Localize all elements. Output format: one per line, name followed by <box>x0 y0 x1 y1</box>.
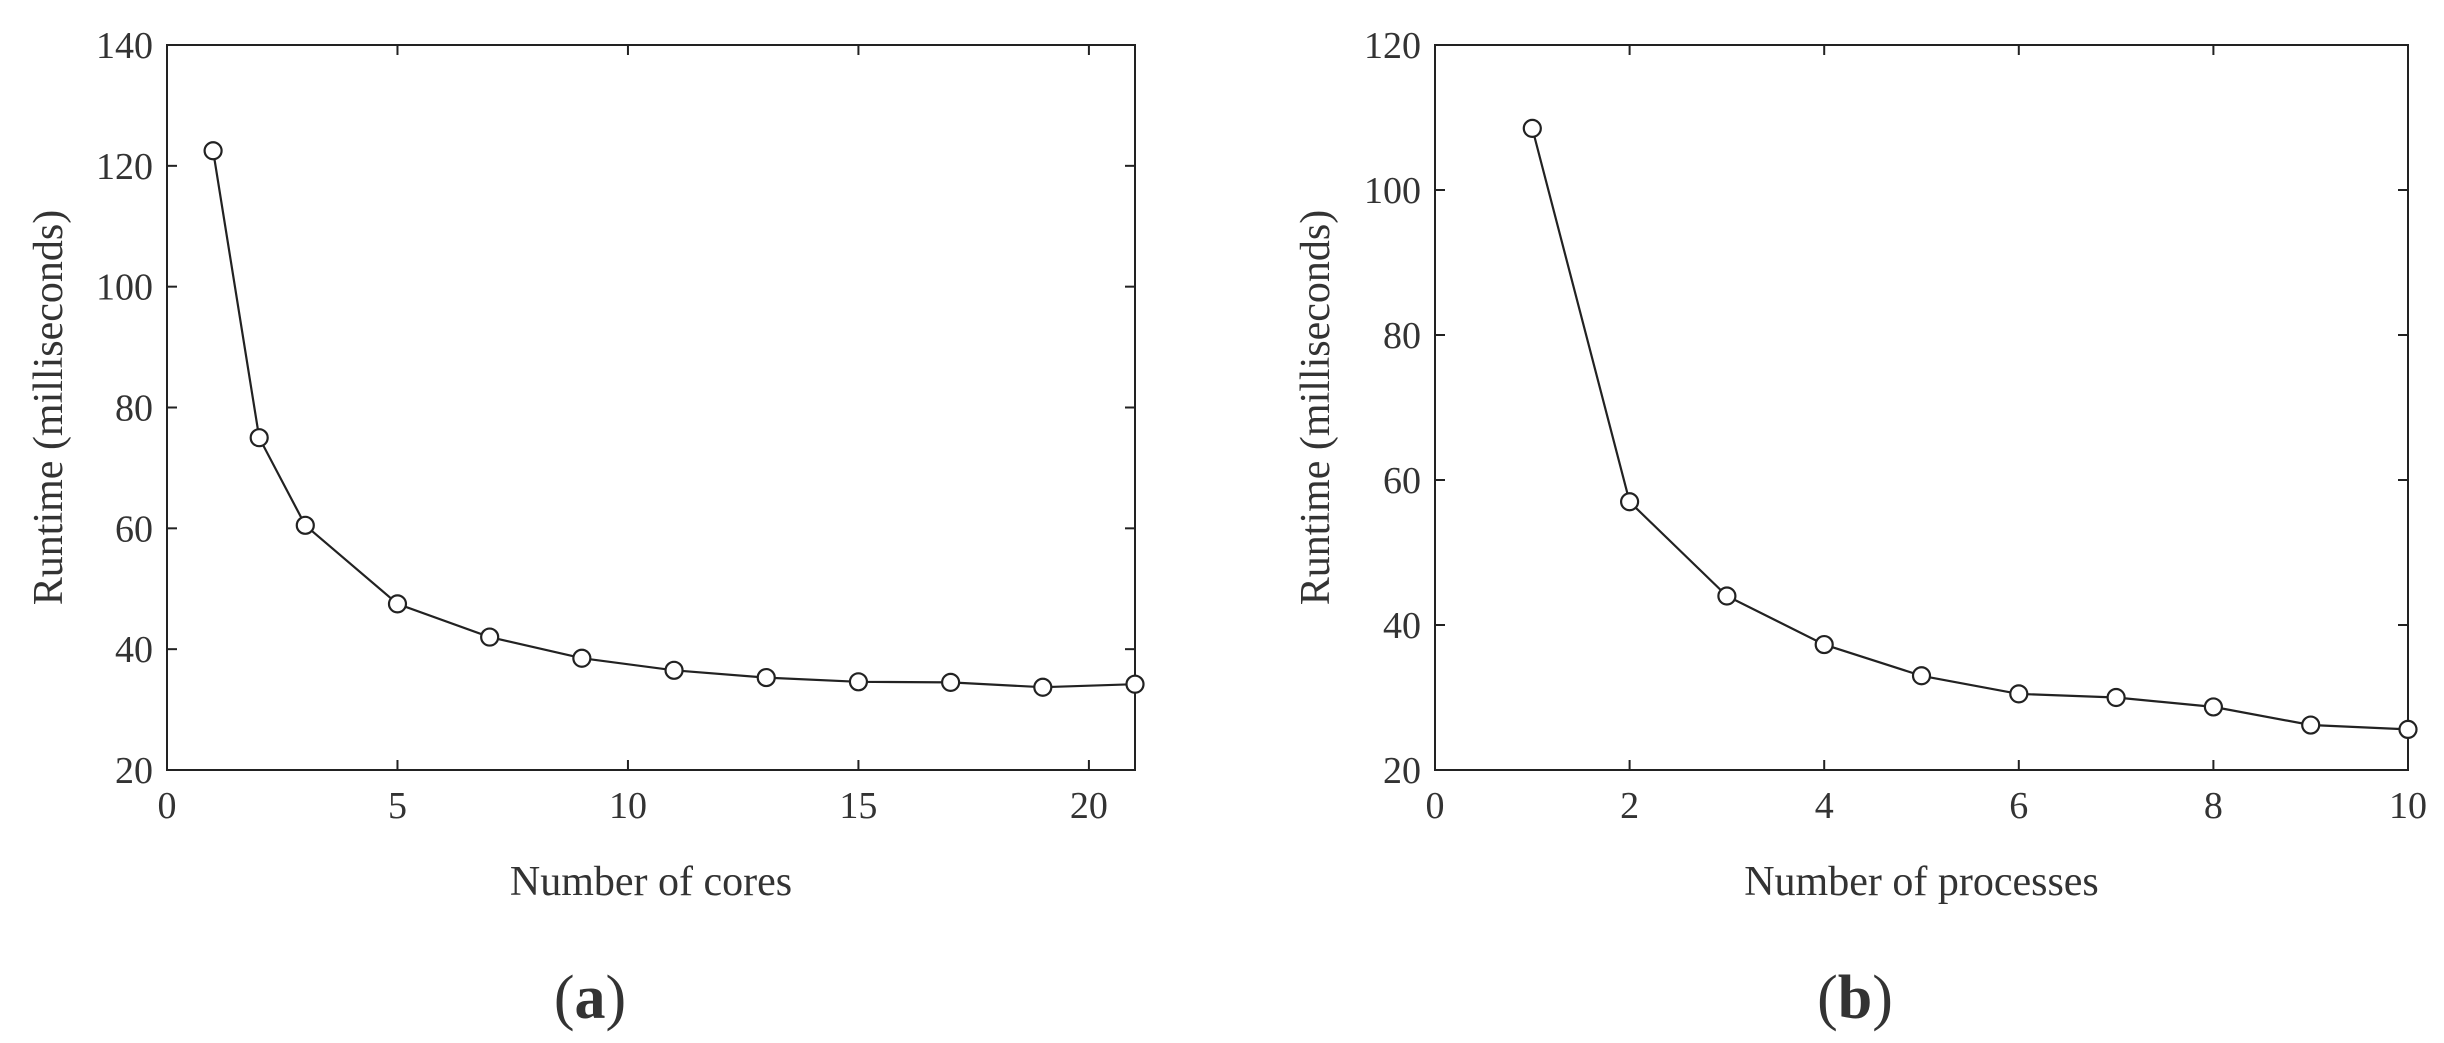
data-point-marker <box>295 515 315 535</box>
panel-label-letter: b <box>1838 964 1872 1032</box>
panel-label-open-paren: ( <box>1817 964 1838 1032</box>
data-point-marker <box>387 594 408 614</box>
data-point-marker <box>203 141 223 161</box>
chart-panel-a: 0 5 10 15 20 20 40 60 80 100 120 140 Number of cores… <box>26 25 1145 1032</box>
data-point-marker <box>1619 492 1640 512</box>
y-tick-label: 60 <box>115 508 153 550</box>
data-point-marker <box>2301 715 2321 735</box>
y-tick-label: 100 <box>1364 170 1421 212</box>
data-point-marker <box>1717 586 1737 606</box>
x-tick-label: 0 <box>158 785 177 827</box>
y-tick-label: 100 <box>96 267 153 309</box>
x-tick-label: 10 <box>609 785 647 827</box>
data-point-marker <box>756 667 776 688</box>
plot-frame <box>1434 44 2409 771</box>
y-tick-label: 40 <box>115 629 153 671</box>
x-axis-label: Number of cores <box>510 859 792 905</box>
y-tick-label: 20 <box>115 750 153 792</box>
data-point-marker <box>249 428 269 448</box>
x-tick-label: 8 <box>2204 785 2223 827</box>
x-tick-label: 10 <box>2389 785 2427 827</box>
data-point-marker <box>1911 666 1932 686</box>
data-point-marker <box>1814 634 1834 655</box>
data-point-marker <box>2106 687 2126 708</box>
data-point-marker <box>941 672 961 692</box>
y-tick-label: 140 <box>96 25 153 67</box>
y-tick-label: 40 <box>1383 605 1421 647</box>
x-axis-label: Number of processes <box>1744 859 2099 905</box>
series-line <box>212 150 1136 689</box>
data-point-marker <box>1522 118 1542 138</box>
panel-label-close-paren: ) <box>606 964 627 1032</box>
y-axis-label: Runtime (milliseconds) <box>26 210 72 605</box>
data-point-marker <box>480 627 500 647</box>
x-tick-label: 4 <box>1815 785 1834 827</box>
panel-label-open-paren: ( <box>554 964 575 1032</box>
panel-label: (a) <box>554 964 626 1032</box>
data-point-marker <box>1125 674 1145 694</box>
panel-label: (b) <box>1817 964 1893 1032</box>
y-tick-label: 60 <box>1383 460 1421 502</box>
chart-panel-b: 0 2 4 6 8 10 20 40 60 80 100 120 Number of processes… <box>1293 25 2427 1032</box>
data-point-marker <box>1033 677 1053 697</box>
x-tick-label: 6 <box>2009 785 2028 827</box>
panel-label-letter: a <box>575 964 606 1032</box>
data-point-marker <box>664 660 684 680</box>
y-tick-label: 80 <box>115 388 153 430</box>
data-point-marker <box>2398 719 2418 740</box>
y-tick-label: 120 <box>96 146 153 188</box>
plot-frame <box>166 44 1136 771</box>
x-tick-label: 2 <box>1620 785 1639 827</box>
x-tick-label: 15 <box>839 785 877 827</box>
x-tick-label: 0 <box>1426 785 1445 827</box>
x-tick-label: 20 <box>1070 785 1108 827</box>
panel-label-close-paren: ) <box>1872 964 1893 1032</box>
data-point-marker <box>2009 684 2029 704</box>
data-point-marker <box>2203 697 2223 717</box>
data-point-marker <box>572 648 592 668</box>
y-tick-label: 120 <box>1364 25 1421 67</box>
x-tick-label: 5 <box>388 785 407 827</box>
y-axis-label: Runtime (milliseconds) <box>1293 210 1339 605</box>
data-point-marker <box>848 672 869 692</box>
y-tick-label: 80 <box>1383 315 1421 357</box>
series-line <box>1531 128 2409 731</box>
y-tick-label: 20 <box>1383 750 1421 792</box>
